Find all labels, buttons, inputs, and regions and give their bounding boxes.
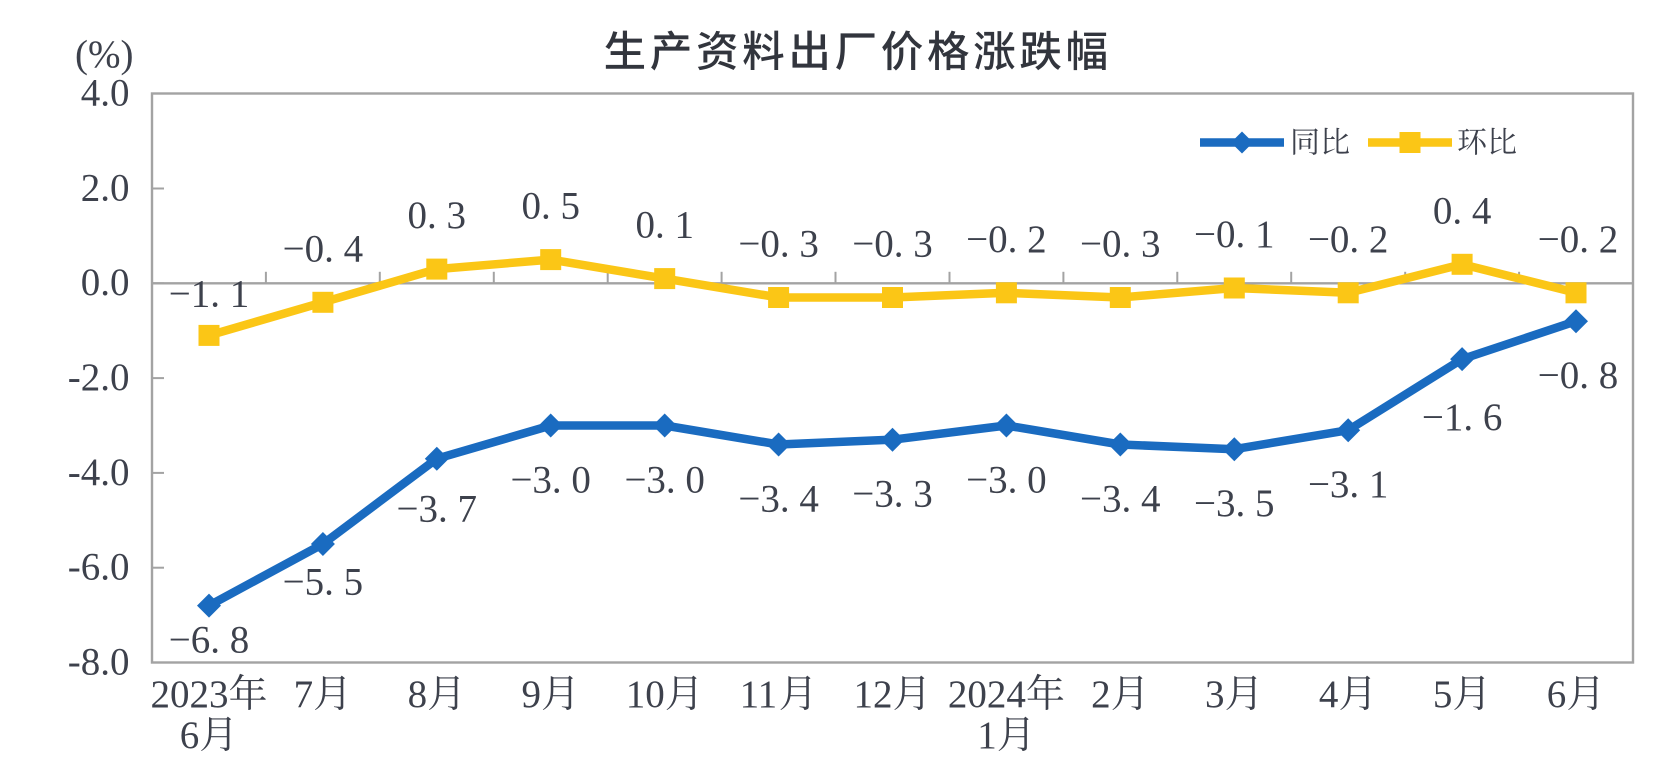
svg-text:−5. 5: −5. 5 bbox=[283, 561, 364, 604]
svg-text:−3. 3: −3. 3 bbox=[852, 473, 933, 516]
svg-text:3: 3 bbox=[1205, 673, 1225, 716]
svg-text:-2.0: -2.0 bbox=[68, 356, 130, 399]
svg-text:(%): (%) bbox=[75, 33, 133, 76]
svg-text:−0. 2: −0. 2 bbox=[1308, 218, 1389, 261]
svg-text:-4.0: -4.0 bbox=[68, 451, 130, 494]
svg-text:9: 9 bbox=[522, 673, 542, 716]
svg-text:-8.0: -8.0 bbox=[68, 640, 130, 683]
svg-text:5: 5 bbox=[1433, 673, 1453, 716]
svg-text:2023: 2023 bbox=[151, 673, 229, 716]
svg-text:2024: 2024 bbox=[948, 673, 1026, 716]
svg-text:6: 6 bbox=[1547, 673, 1567, 716]
svg-text:−0. 4: −0. 4 bbox=[283, 227, 364, 270]
svg-text:12: 12 bbox=[854, 673, 893, 716]
svg-text:2: 2 bbox=[1091, 673, 1111, 716]
svg-text:11: 11 bbox=[740, 673, 778, 716]
svg-text:7: 7 bbox=[294, 673, 314, 716]
svg-text:0. 5: 0. 5 bbox=[521, 185, 580, 228]
svg-text:−0. 1: −0. 1 bbox=[1194, 213, 1275, 256]
svg-text:−3. 0: −3. 0 bbox=[624, 459, 705, 502]
svg-text:−0. 2: −0. 2 bbox=[966, 218, 1047, 261]
svg-text:−0. 2: −0. 2 bbox=[1538, 218, 1619, 261]
svg-text:0.0: 0.0 bbox=[81, 261, 130, 304]
svg-text:10: 10 bbox=[626, 673, 665, 716]
svg-text:−1. 6: −1. 6 bbox=[1422, 396, 1503, 439]
svg-text:8: 8 bbox=[408, 673, 428, 716]
svg-text:−0. 3: −0. 3 bbox=[738, 223, 819, 266]
svg-text:-6.0: -6.0 bbox=[68, 546, 130, 589]
svg-text:1: 1 bbox=[977, 714, 997, 757]
svg-text:0. 1: 0. 1 bbox=[635, 204, 694, 247]
svg-text:4: 4 bbox=[1319, 673, 1339, 716]
svg-text:−0. 8: −0. 8 bbox=[1538, 354, 1619, 397]
svg-text:4.0: 4.0 bbox=[81, 72, 130, 115]
svg-text:−3. 7: −3. 7 bbox=[397, 488, 478, 531]
svg-text:−1. 1: −1. 1 bbox=[169, 272, 250, 315]
svg-text:−6. 8: −6. 8 bbox=[169, 619, 250, 662]
svg-text:−3. 5: −3. 5 bbox=[1194, 482, 1275, 525]
svg-text:−3. 0: −3. 0 bbox=[966, 459, 1047, 502]
svg-text:−0. 3: −0. 3 bbox=[852, 223, 933, 266]
svg-text:−3. 4: −3. 4 bbox=[1080, 478, 1161, 521]
svg-text:0. 3: 0. 3 bbox=[408, 194, 467, 237]
svg-text:6: 6 bbox=[180, 714, 200, 757]
svg-text:0. 4: 0. 4 bbox=[1433, 189, 1492, 232]
svg-text:−0. 3: −0. 3 bbox=[1080, 223, 1161, 266]
svg-text:−3. 0: −3. 0 bbox=[510, 459, 591, 502]
svg-text:−3. 1: −3. 1 bbox=[1308, 463, 1389, 506]
svg-text:2.0: 2.0 bbox=[81, 166, 130, 209]
svg-text:−3. 4: −3. 4 bbox=[738, 478, 819, 521]
